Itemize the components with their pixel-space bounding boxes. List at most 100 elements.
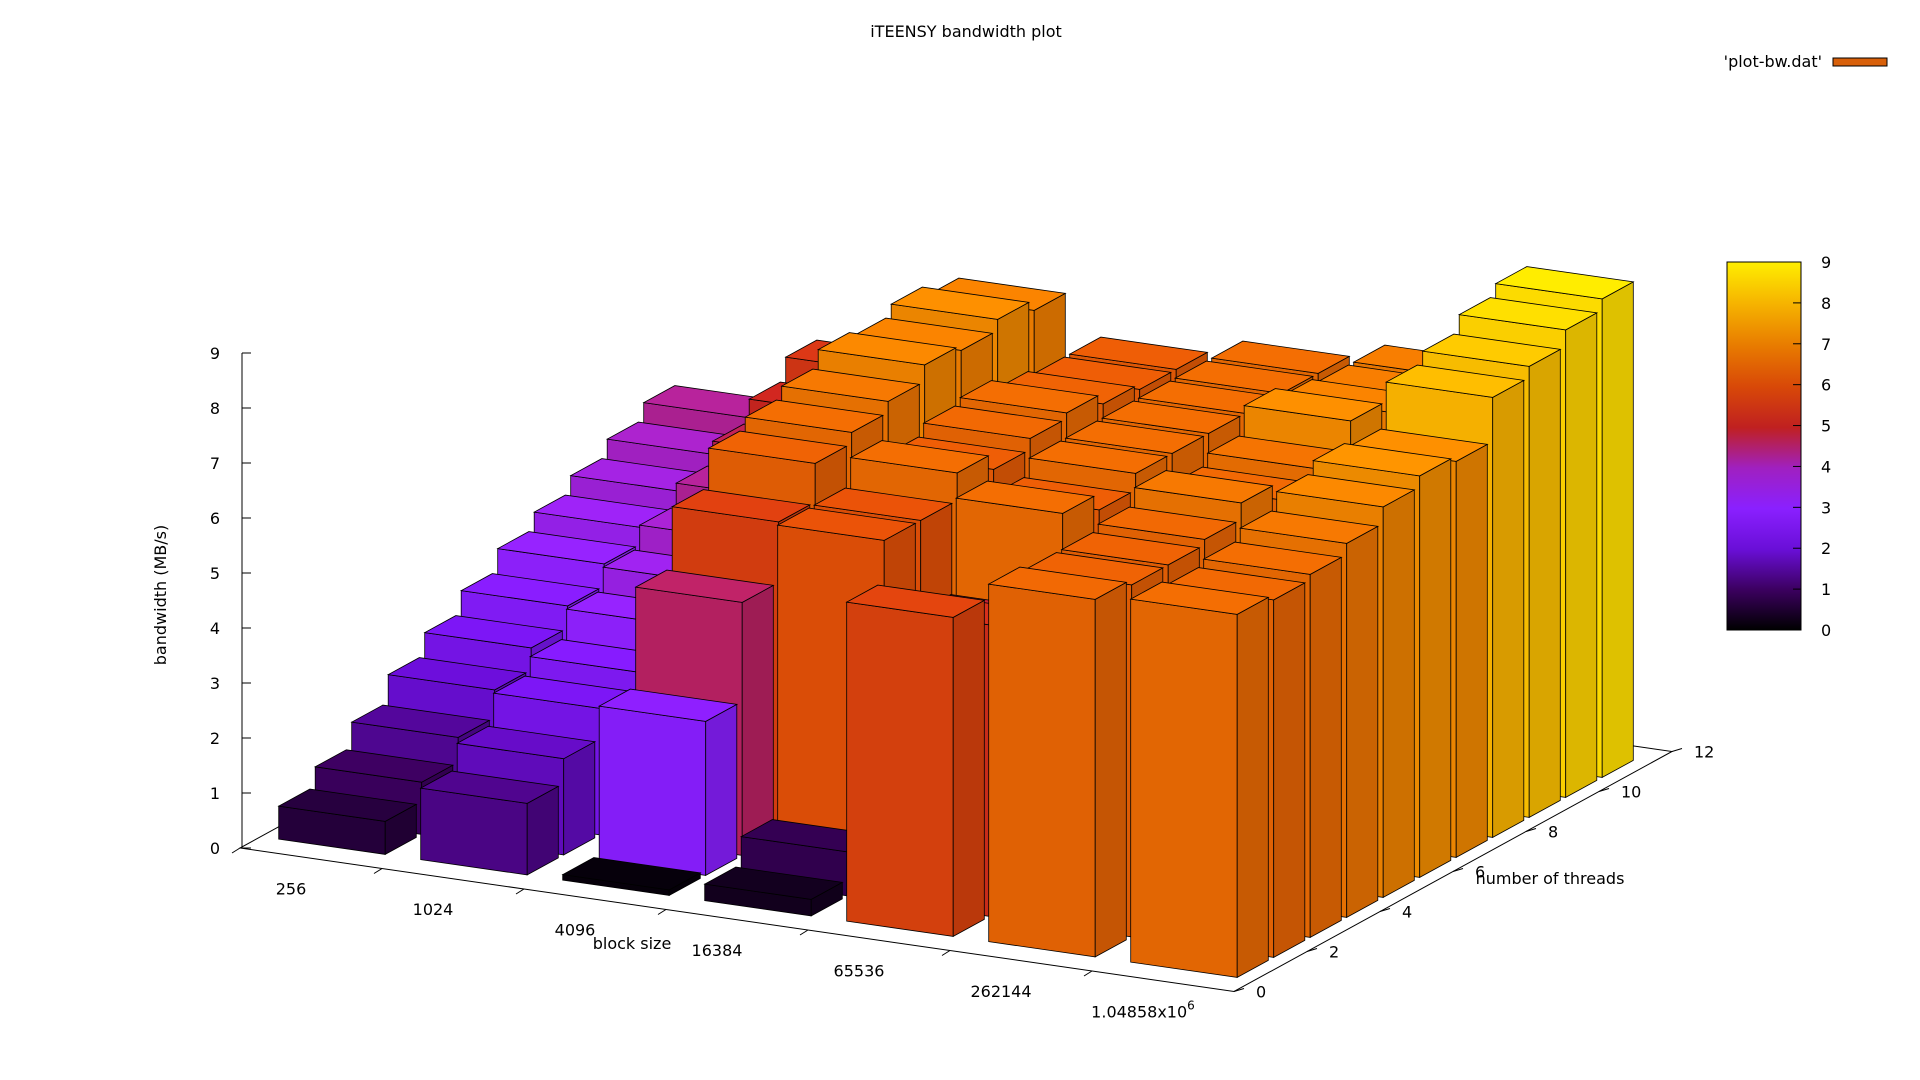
y-tick [1379, 908, 1391, 912]
bar-side-face [1309, 556, 1342, 939]
bar-top-face [419, 770, 560, 804]
bar-top-face [423, 615, 564, 649]
bar-top-face [954, 480, 1096, 514]
x-tick-label: 1024 [413, 900, 454, 919]
bar-side-face [1236, 596, 1269, 979]
z-tick-label: 9 [210, 344, 220, 363]
y-tick [1525, 828, 1537, 832]
bars-group [277, 266, 1635, 979]
colorbar-tick-label: 8 [1821, 294, 1831, 313]
bar-top-face [313, 749, 455, 783]
bar-top-face [776, 507, 917, 541]
z-tick-label: 4 [210, 619, 220, 638]
bar [277, 788, 418, 856]
bar-side-face [1346, 525, 1379, 919]
bar-side-face [1601, 281, 1634, 779]
bar [987, 566, 1128, 958]
y-tick-label: 10 [1621, 783, 1641, 802]
colorbar-tick-label: 7 [1821, 335, 1831, 354]
bar-top-face [496, 531, 637, 565]
colorbar-tick-label: 1 [1821, 580, 1831, 599]
x-tick [515, 888, 525, 895]
bar-top-face [812, 487, 954, 521]
bar-side-face [1419, 458, 1452, 879]
bar-side-face [705, 703, 738, 877]
y-tick-label: 2 [1329, 943, 1339, 962]
bar-side-face [741, 584, 774, 857]
bar-top-face [1311, 443, 1453, 477]
colorbar-tick-label: 2 [1821, 539, 1831, 558]
z-tick-label: 8 [210, 399, 220, 418]
x-tick [373, 868, 383, 874]
bar-top-face [1210, 340, 1351, 374]
x-tick [657, 909, 667, 915]
bar [597, 688, 739, 877]
x-tick [799, 929, 809, 936]
bar-top-face [1027, 440, 1169, 474]
bar-top-face [1384, 364, 1526, 398]
y-tick-label: 0 [1256, 983, 1266, 1002]
bar-top-face [597, 688, 739, 722]
bar-top-face [1064, 420, 1205, 454]
colorbar-tick-label: 3 [1821, 498, 1831, 517]
bar-top-face [1494, 266, 1635, 300]
bar-top-face [743, 399, 885, 433]
bar-top-face [350, 704, 491, 738]
bar-top-face [958, 380, 1100, 414]
bar-top-face [1068, 336, 1209, 370]
bar-front-face [988, 583, 1096, 958]
bar [845, 584, 986, 938]
bar-top-face [987, 566, 1128, 600]
z-tick-label: 1 [210, 784, 220, 803]
bar-top-face [1096, 506, 1238, 540]
bar-side-face [1565, 312, 1598, 799]
colorbar-ticks: 0 1 2 3 4 5 6 7 8 9 [1793, 253, 1831, 640]
bar-front-face [1130, 598, 1238, 978]
y-tick [1598, 788, 1610, 792]
y-tick [1306, 948, 1318, 952]
colorbar-tick-label: 4 [1821, 457, 1831, 476]
bar-side-face [1455, 443, 1488, 859]
bar [1129, 581, 1270, 979]
x-tick-label: 262144 [970, 982, 1031, 1001]
bar-top-face [1242, 388, 1384, 422]
colorbar: 0 1 2 3 4 5 6 7 8 9 [1726, 253, 1831, 640]
bar-front-face [598, 705, 707, 876]
bar-top-face [1133, 470, 1274, 504]
z-tick-label: 7 [210, 454, 220, 473]
bar [703, 866, 844, 917]
bar-top-face [1275, 474, 1416, 508]
colorbar-tick-label: 9 [1821, 253, 1831, 272]
bar-side-face [1094, 581, 1127, 958]
bar-top-face [707, 430, 848, 464]
bar [561, 857, 702, 897]
colorbar-tick-label: 5 [1821, 417, 1831, 436]
x-tick [941, 950, 951, 956]
z-tick-label: 0 [210, 839, 220, 858]
bar-top-face [849, 440, 990, 474]
bar-top-face [455, 725, 597, 760]
y-tick-label: 12 [1694, 743, 1714, 762]
chart-title: iTEENSY bandwidth plot [870, 22, 1062, 41]
legend-swatch [1832, 57, 1888, 67]
bar-side-face [1528, 348, 1561, 819]
colorbar-gradient-box [1726, 261, 1802, 631]
bar-side-face [563, 741, 596, 856]
x-tick-label: 256 [276, 879, 307, 898]
y-tick-label: 4 [1402, 903, 1412, 922]
x-tick-label: 1.04858x106 [1091, 998, 1195, 1021]
bar-top-face [670, 489, 812, 523]
y-axis-label: number of threads [1476, 869, 1625, 888]
bar-top-face [922, 405, 1063, 439]
z-tick-label: 6 [210, 509, 220, 528]
bar-top-face [459, 573, 601, 607]
legend-label: 'plot-bw.dat' [1724, 52, 1822, 71]
bar-side-face [952, 599, 985, 938]
y-tick [1671, 748, 1683, 752]
legend: 'plot-bw.dat' [1724, 52, 1888, 71]
bar [419, 770, 560, 876]
y-tick [1452, 868, 1464, 872]
z-tick-label: 3 [210, 674, 220, 693]
x-tick-label: 65536 [834, 961, 885, 980]
bar-top-face [386, 657, 528, 691]
